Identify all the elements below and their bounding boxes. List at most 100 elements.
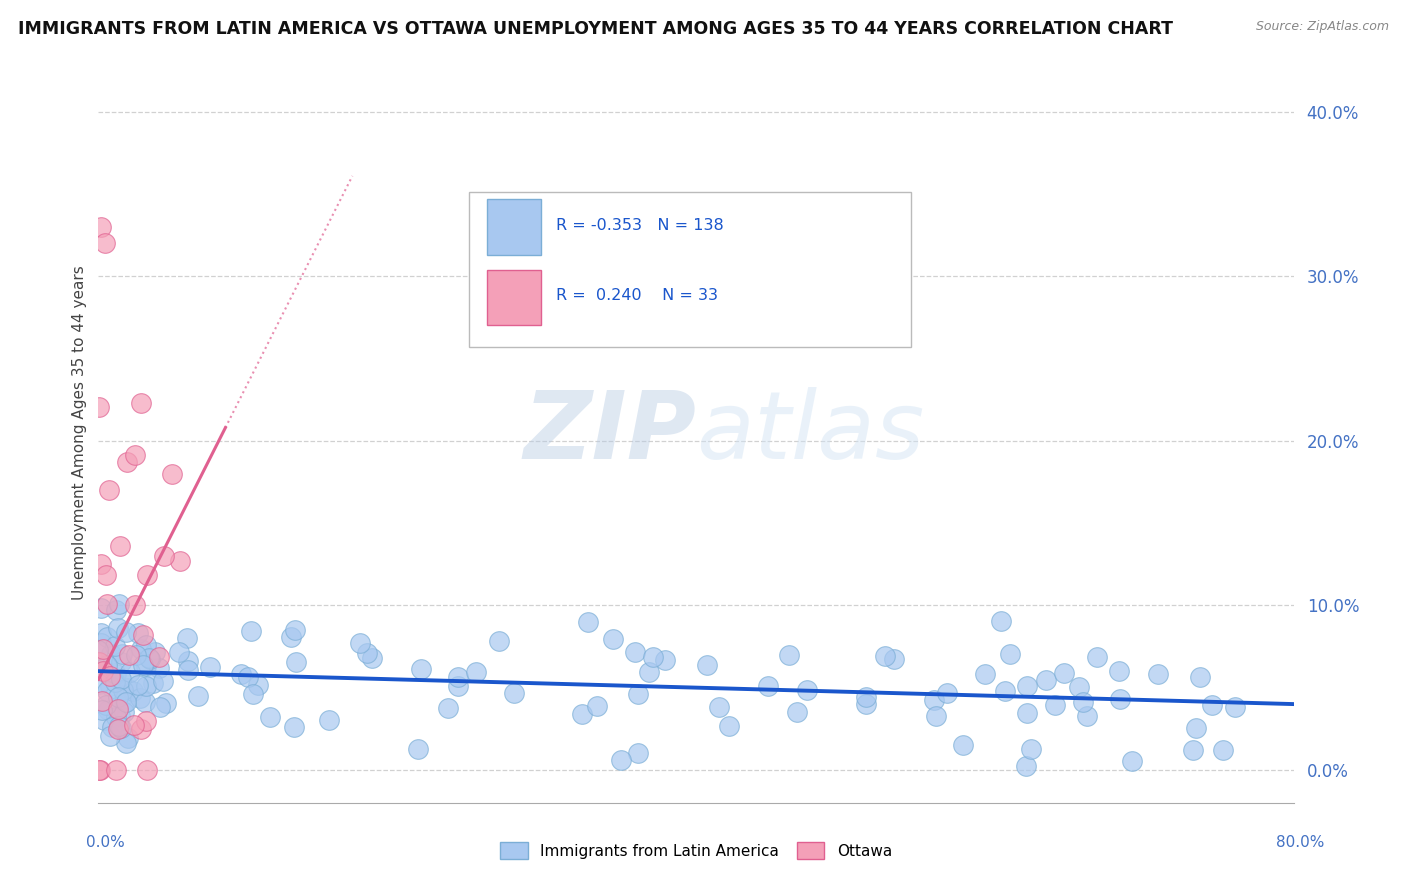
Point <box>135 638 157 652</box>
FancyBboxPatch shape <box>486 200 541 255</box>
Point <box>176 631 198 645</box>
Point <box>406 741 429 756</box>
Point <box>136 763 159 777</box>
Point <box>87 643 110 657</box>
Point <box>117 731 139 746</box>
Point <box>259 710 281 724</box>
Point <box>96 598 118 612</box>
Point <box>284 655 307 669</box>
Point <box>167 645 190 659</box>
Point <box>98 679 121 693</box>
Point <box>110 721 132 735</box>
Point <box>115 736 138 750</box>
Point <box>115 455 138 469</box>
Point <box>488 634 510 648</box>
Point <box>104 709 127 723</box>
Point <box>94 568 117 582</box>
Point <box>873 649 896 664</box>
Point <box>105 763 128 777</box>
Point <box>89 677 111 691</box>
Text: 0.0%: 0.0% <box>86 836 125 850</box>
Point <box>318 713 340 727</box>
Point <box>135 679 157 693</box>
Point <box>107 702 129 716</box>
Point <box>1188 670 1211 684</box>
Y-axis label: Unemployment Among Ages 35 to 44 years: Unemployment Among Ages 35 to 44 years <box>72 265 87 600</box>
Point <box>105 667 128 681</box>
Point <box>122 717 145 731</box>
Point <box>1035 673 1057 687</box>
Point <box>155 696 177 710</box>
Text: ZIP: ZIP <box>523 386 696 479</box>
Point <box>187 690 209 704</box>
Point <box>89 763 111 777</box>
Text: R = -0.353   N = 138: R = -0.353 N = 138 <box>557 218 724 233</box>
Point <box>132 658 155 673</box>
Point <box>142 676 165 690</box>
Point <box>1109 691 1132 706</box>
Text: atlas: atlas <box>696 387 924 478</box>
Point <box>129 723 152 737</box>
Legend: Immigrants from Latin America, Ottawa: Immigrants from Latin America, Ottawa <box>494 836 898 865</box>
Point <box>609 753 631 767</box>
Point <box>127 678 149 692</box>
Point <box>104 674 127 689</box>
Point <box>120 665 142 679</box>
Point <box>177 664 200 678</box>
Point <box>1076 708 1098 723</box>
Point <box>149 700 172 714</box>
Point <box>121 684 143 698</box>
Point <box>117 681 139 695</box>
Point <box>1223 700 1246 714</box>
Point <box>107 723 129 737</box>
Point <box>108 539 131 553</box>
Point <box>100 647 122 661</box>
Point <box>447 679 470 693</box>
Point <box>129 396 152 410</box>
Point <box>90 219 112 234</box>
Point <box>139 652 162 666</box>
Point <box>236 670 259 684</box>
Point <box>134 695 156 709</box>
Point <box>1015 706 1038 720</box>
Point <box>756 679 779 693</box>
Point <box>153 549 176 563</box>
Point <box>108 719 131 733</box>
Point <box>624 645 647 659</box>
Point <box>1146 666 1168 681</box>
Point <box>110 672 132 686</box>
Point <box>112 689 135 703</box>
Point <box>152 674 174 689</box>
FancyBboxPatch shape <box>470 192 911 348</box>
Point <box>796 682 818 697</box>
Point <box>1185 721 1208 735</box>
Point <box>935 686 957 700</box>
Point <box>1067 681 1090 695</box>
Point <box>97 703 120 717</box>
Point <box>283 720 305 734</box>
Point <box>990 615 1012 629</box>
Point <box>246 678 269 692</box>
Point <box>503 686 526 700</box>
Point <box>107 690 129 704</box>
Point <box>101 720 124 734</box>
Point <box>361 651 384 665</box>
Point <box>89 401 111 415</box>
Point <box>409 662 432 676</box>
Point <box>90 626 112 640</box>
Point <box>124 599 146 613</box>
Point <box>973 667 995 681</box>
Point <box>112 696 135 710</box>
FancyBboxPatch shape <box>486 269 541 326</box>
Point <box>627 746 650 760</box>
Point <box>108 598 131 612</box>
Point <box>96 630 118 644</box>
Point <box>778 648 800 663</box>
Point <box>925 708 948 723</box>
Point <box>94 236 117 251</box>
Point <box>148 650 170 665</box>
Point <box>1121 754 1143 768</box>
Point <box>718 719 741 733</box>
Point <box>349 636 371 650</box>
Point <box>465 665 488 679</box>
